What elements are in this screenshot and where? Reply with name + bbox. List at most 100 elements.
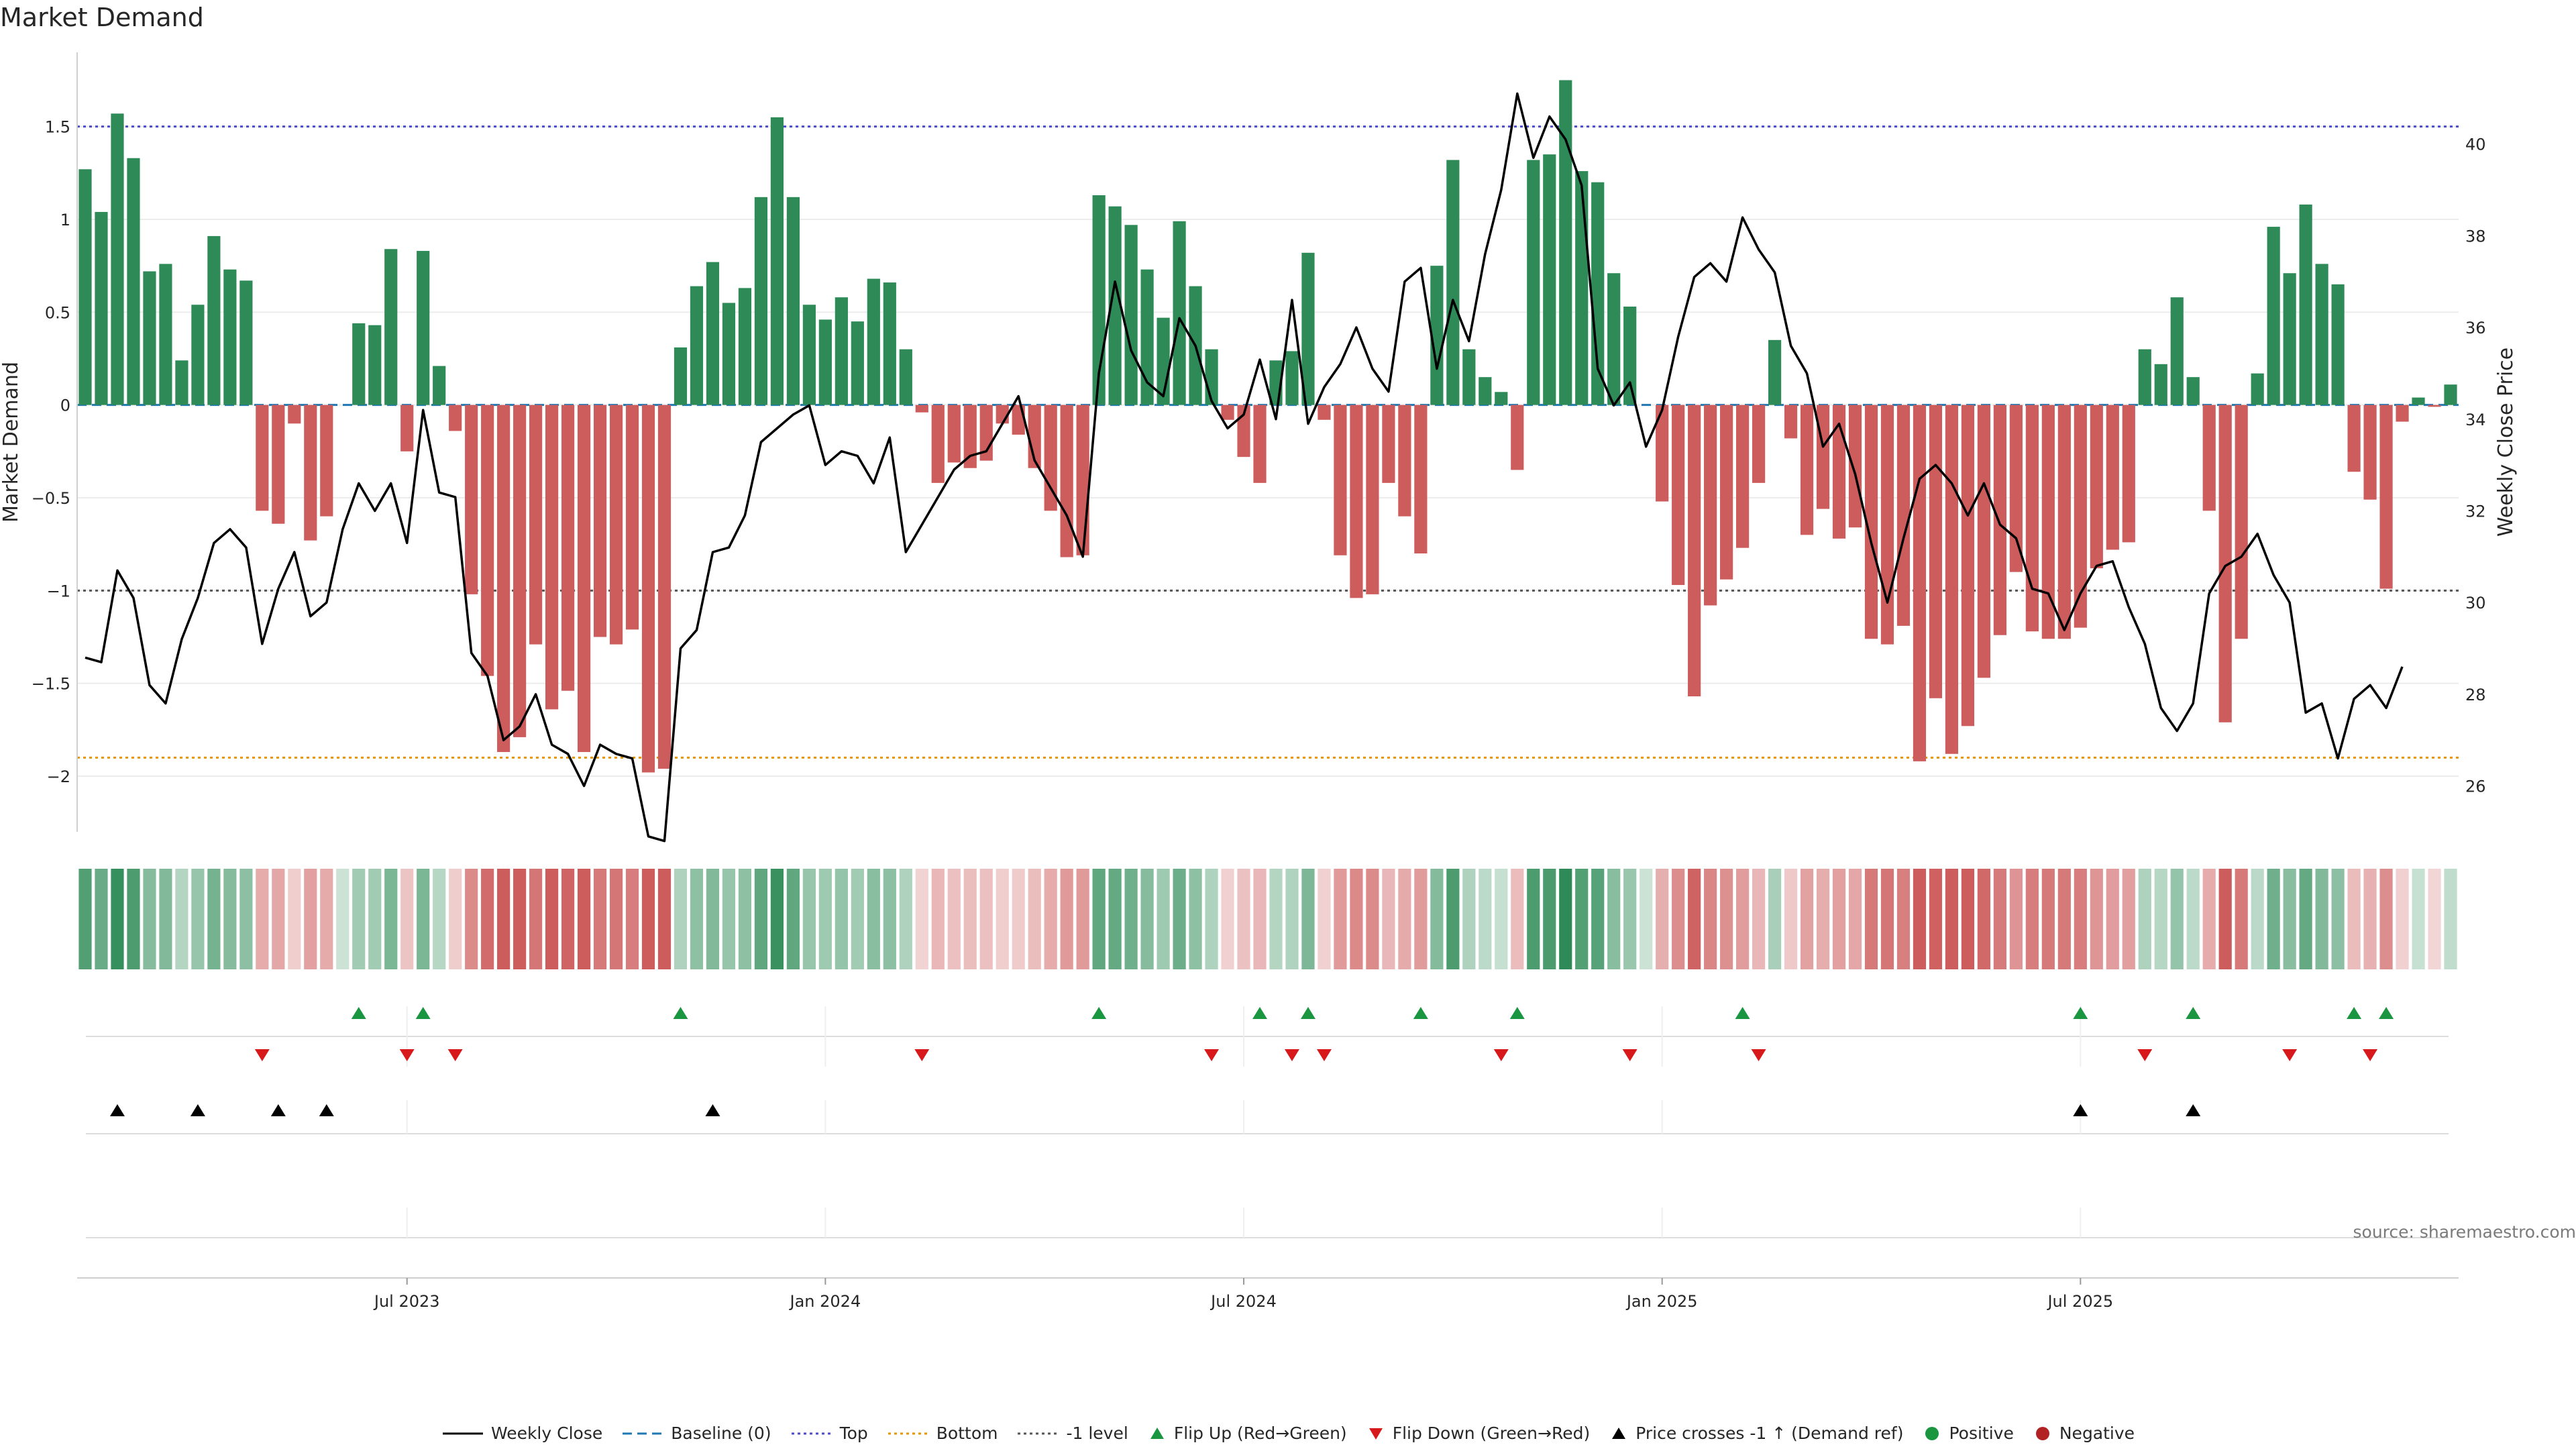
demand-bar (320, 405, 333, 517)
legend-swatch (1018, 1432, 1059, 1434)
demand-bar (143, 271, 156, 405)
y-tick-label-left: −0.5 (32, 489, 70, 508)
heat-cell (1269, 869, 1283, 969)
heat-cell (674, 869, 688, 969)
heat-cell (2090, 869, 2103, 969)
heat-cell (851, 869, 864, 969)
flip-down-marker (914, 1049, 930, 1061)
heat-cell (433, 869, 446, 969)
price-cross-marker (2073, 1104, 2088, 1116)
heat-cell (2379, 869, 2393, 969)
demand-bar (95, 211, 108, 405)
demand-bar (2106, 405, 2119, 550)
flip-up-marker (1300, 1007, 1316, 1019)
heat-cell (1076, 869, 1089, 969)
demand-bar (2396, 405, 2409, 422)
heat-cell (2363, 869, 2377, 969)
heat-cell (754, 869, 768, 969)
demand-bar (1446, 160, 1460, 405)
heat-cell (2202, 869, 2216, 969)
demand-bar (256, 405, 269, 511)
demand-bar (2218, 405, 2232, 722)
legend-item: Baseline (0) (621, 1424, 771, 1443)
heat-cell (207, 869, 221, 969)
heat-cell (1382, 869, 1395, 969)
demand-bar (1366, 405, 1379, 594)
y-tick-label-right: 32 (2465, 502, 2486, 521)
heat-cell (1752, 869, 1766, 969)
heat-cell (1929, 869, 1943, 969)
demand-bar (368, 325, 382, 405)
demand-bar (674, 347, 688, 405)
chart-title: Market Demand (0, 3, 204, 32)
demand-bar (111, 113, 124, 405)
heat-cell (2106, 869, 2119, 969)
demand-bar (770, 117, 784, 405)
heat-cell (1768, 869, 1782, 969)
x-tick-label: Jul 2025 (2046, 1292, 2113, 1311)
flip-up-marker (1252, 1007, 1268, 1019)
demand-bar (657, 405, 672, 769)
flip-down-marker (1204, 1049, 1220, 1061)
heat-cell (2412, 869, 2425, 969)
heat-cell (1012, 869, 1025, 969)
legend-label: Flip Down (Green→Red) (1392, 1424, 1591, 1443)
y-tick-label-left: 0.5 (45, 303, 70, 322)
flip-down-marker (399, 1049, 415, 1061)
legend-item: Weekly Close (441, 1424, 602, 1443)
axes-layer: −2 −1.5 −1 −0.5 0 0.5 1 1.5 26 28 30 32 34 36 38 40 Mark… (0, 52, 2518, 832)
flip-down-marker (2282, 1049, 2298, 1061)
demand-bar (867, 278, 880, 405)
demand-bar (561, 405, 575, 691)
x-tick-label: Jul 2023 (373, 1292, 440, 1311)
demand-bar (78, 169, 92, 405)
demand-bar (1495, 392, 1508, 405)
legend-label: Flip Up (Red→Green) (1173, 1424, 1347, 1443)
heat-cell (1816, 869, 1830, 969)
heat-cell (239, 869, 253, 969)
heat-cell (2235, 869, 2248, 969)
heat-cell (2122, 869, 2135, 969)
heat-cell (1237, 869, 1250, 969)
heat-cell (947, 869, 961, 969)
demand-bar (239, 280, 253, 405)
heat-cell (2267, 869, 2280, 969)
heat-cell (2025, 869, 2039, 969)
heat-cell (143, 869, 156, 969)
heat-cell (657, 869, 672, 969)
flip-up-marker (673, 1007, 688, 1019)
y-tick-label-right: 34 (2465, 411, 2486, 429)
demand-bar (1430, 266, 1444, 405)
demand-bar (175, 360, 189, 405)
flip-down-marker (254, 1049, 270, 1061)
heat-cell (1848, 869, 1862, 969)
y-tick-label-right: 28 (2465, 686, 2486, 704)
legend-swatch (2035, 1426, 2049, 1440)
demand-bar (1768, 339, 1782, 405)
heat-cell (272, 869, 285, 969)
heat-cell (1124, 869, 1138, 969)
demand-bar (1414, 405, 1428, 553)
heat-cell (78, 869, 92, 969)
demand-bar (2299, 204, 2312, 405)
demand-bar (1559, 80, 1572, 405)
demand-bar (272, 405, 285, 524)
heat-cell (2057, 869, 2071, 969)
heat-cell (497, 869, 511, 969)
heat-strip (78, 869, 2457, 969)
heat-cell (1736, 869, 1750, 969)
demand-bar (127, 158, 140, 405)
heat-cell (738, 869, 752, 969)
demand-bar (288, 405, 301, 424)
heat-cell (1511, 869, 1524, 969)
demand-bar (1672, 405, 1685, 586)
heat-cell (786, 869, 800, 969)
heat-cell (1977, 869, 1990, 969)
x-tick-label: Jul 2024 (1210, 1292, 1277, 1311)
y-tick-label-right: 36 (2465, 319, 2486, 337)
demand-bar (497, 405, 511, 753)
demand-bar (706, 262, 720, 405)
y-tick-label-left: −1.5 (32, 675, 70, 694)
demand-bar (207, 235, 221, 405)
demand-bar (2331, 284, 2345, 405)
